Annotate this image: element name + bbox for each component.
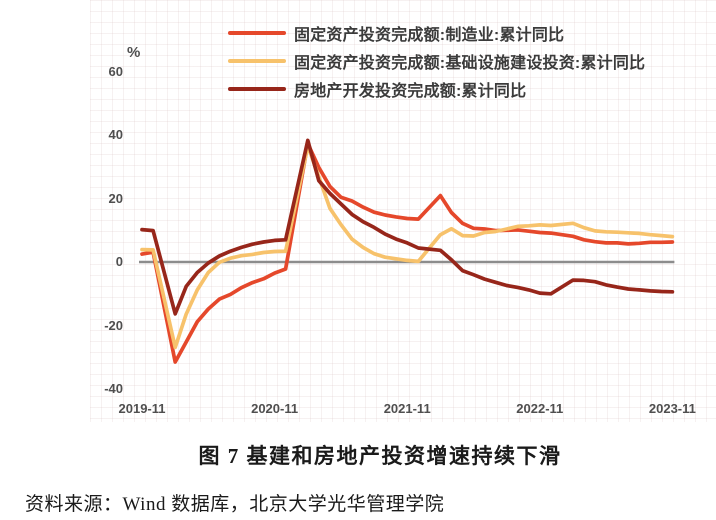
legend-line-swatch-infrastructure [228, 58, 286, 64]
series-line-manufacturing [140, 141, 675, 364]
x-tick-label: 2019-11 [118, 401, 166, 416]
legend-item-infrastructure: 固定资产投资完成额:基础设施建设投资:累计同比 [228, 47, 645, 75]
legend-label: 固定资产投资完成额:制造业:累计同比 [294, 27, 565, 44]
y-tick-label: -20 [104, 317, 123, 333]
y-axis-unit-label: % [127, 44, 141, 61]
figure-caption: 图 7 基建和房地产投资增速持续下滑 [198, 444, 562, 468]
x-tick-label: 2022-11 [516, 401, 564, 416]
x-tick-label: 2023-11 [648, 401, 696, 416]
line-plot [139, 138, 675, 364]
y-tick-label: 60 [108, 63, 123, 79]
legend-item-manufacturing: 固定资产投资完成额:制造业:累计同比 [228, 19, 645, 47]
y-tick-label: 40 [108, 127, 123, 142]
y-tick-label: -40 [104, 381, 123, 396]
legend-line-swatch-manufacturing [228, 30, 286, 36]
series-line-real-estate [140, 138, 675, 316]
legend: 固定资产投资完成额:制造业:累计同比固定资产投资完成额:基础设施建设投资:累计同… [228, 19, 645, 103]
source-note: 资料来源：Wind 数据库，北京大学光华管理学院 [25, 494, 445, 515]
series-line-infrastructure [140, 143, 675, 350]
legend-item-real-estate: 房地产开发投资完成额:累计同比 [228, 75, 645, 103]
chart-area: % 60 40 20 0 -20 -40 2019-11 2020-11 2021-11 202… [90, 0, 716, 422]
legend-label: 房地产开发投资完成额:累计同比 [294, 83, 527, 100]
x-tick-label: 2020-11 [251, 401, 299, 416]
y-tick-label: 0 [115, 254, 123, 269]
legend-label: 固定资产投资完成额:基础设施建设投资:累计同比 [294, 55, 646, 72]
legend-line-swatch-real-estate [228, 86, 286, 92]
y-tick-label: 20 [108, 190, 123, 206]
x-tick-label: 2021-11 [383, 401, 431, 416]
